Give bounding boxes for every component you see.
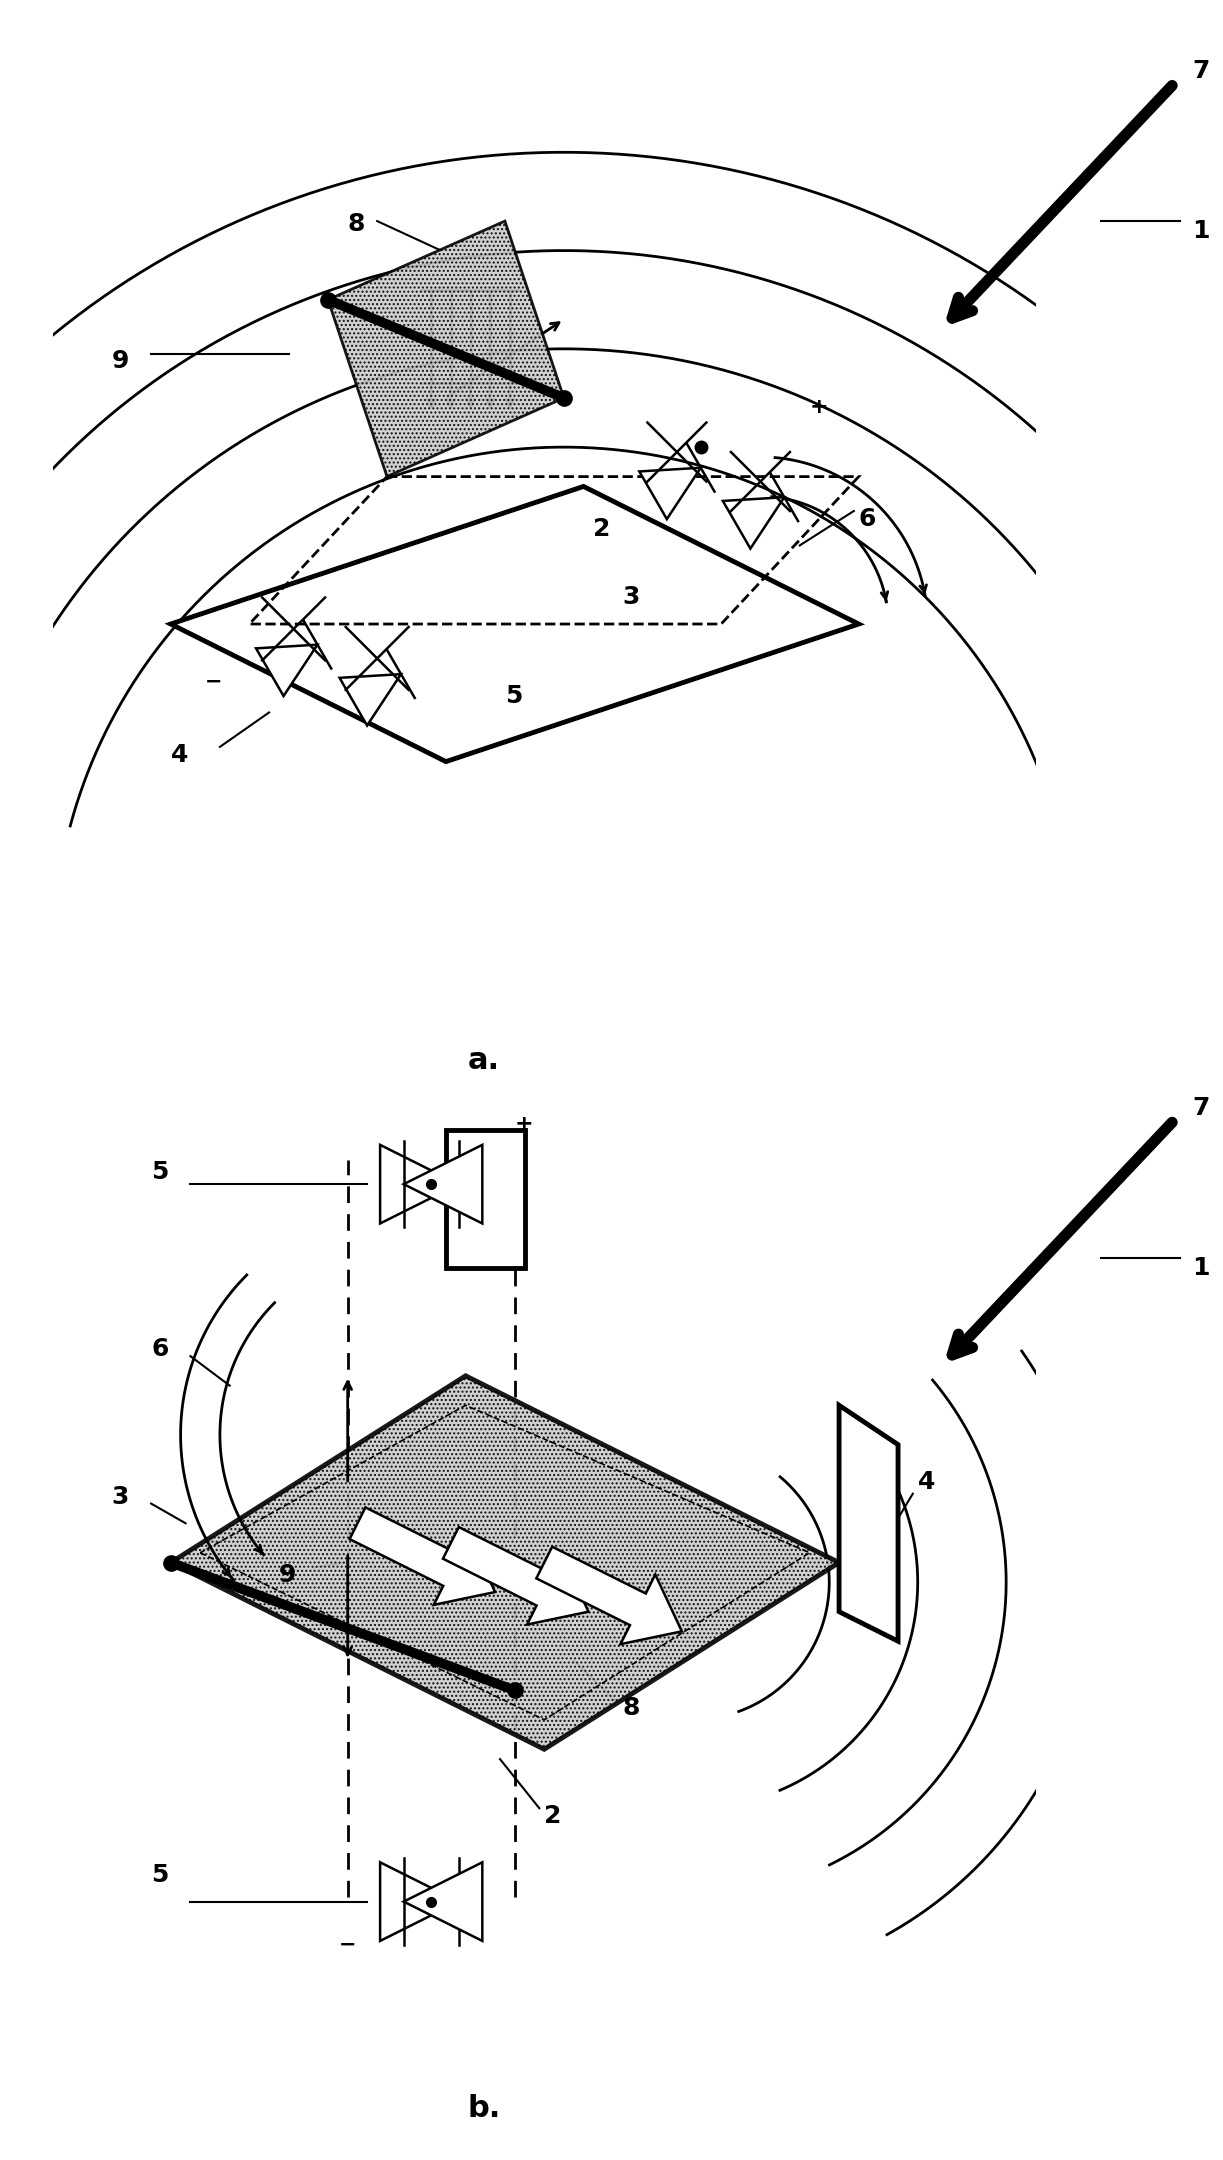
Text: +: +: [515, 1115, 533, 1134]
Polygon shape: [443, 1527, 588, 1624]
Polygon shape: [350, 1508, 495, 1605]
Text: 6: 6: [152, 1337, 169, 1361]
Text: a.: a.: [468, 1045, 500, 1076]
Polygon shape: [340, 674, 401, 726]
Polygon shape: [446, 1130, 525, 1268]
Text: −: −: [339, 1935, 356, 1955]
Polygon shape: [171, 486, 859, 762]
Polygon shape: [328, 220, 564, 477]
Text: 2: 2: [593, 516, 610, 540]
Text: 5: 5: [505, 685, 522, 708]
Polygon shape: [404, 1145, 482, 1223]
Text: 2: 2: [544, 1804, 561, 1827]
Text: 5: 5: [152, 1862, 169, 1888]
Polygon shape: [537, 1547, 682, 1644]
Text: 1: 1: [1192, 1255, 1210, 1279]
Text: 6: 6: [859, 508, 876, 531]
Polygon shape: [171, 1376, 839, 1750]
Polygon shape: [839, 1406, 898, 1642]
Text: 3: 3: [623, 585, 640, 609]
Text: 5: 5: [152, 1160, 169, 1184]
Text: 8: 8: [347, 212, 364, 235]
Polygon shape: [723, 497, 784, 549]
Polygon shape: [640, 469, 701, 518]
Text: 4: 4: [917, 1469, 936, 1495]
Text: 9: 9: [111, 350, 130, 374]
Polygon shape: [380, 1145, 459, 1223]
Text: +: +: [810, 397, 828, 417]
Polygon shape: [404, 1862, 482, 1942]
Text: 4: 4: [171, 743, 188, 767]
Text: 8: 8: [623, 1696, 640, 1719]
Text: 3: 3: [111, 1484, 130, 1508]
Text: b.: b.: [467, 2093, 501, 2123]
Text: 9: 9: [279, 1564, 296, 1588]
Polygon shape: [380, 1862, 459, 1942]
Text: 1: 1: [1192, 218, 1210, 242]
Text: 7: 7: [1192, 1097, 1210, 1121]
Polygon shape: [256, 644, 318, 696]
Text: 7: 7: [1192, 60, 1210, 84]
Text: −: −: [205, 672, 223, 691]
